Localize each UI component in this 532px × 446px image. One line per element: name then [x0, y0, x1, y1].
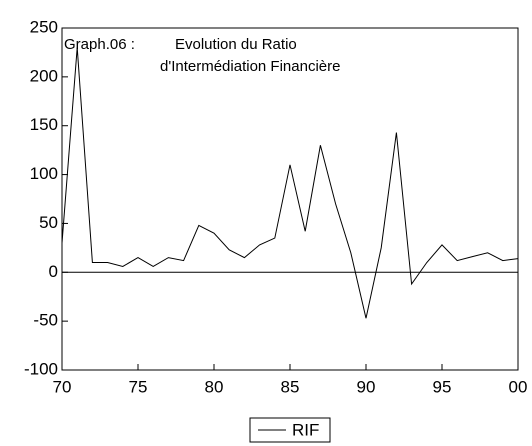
legend-label: RIF [292, 420, 319, 439]
y-tick-label: 0 [49, 262, 58, 281]
x-tick-label: 00 [509, 377, 528, 396]
x-tick-label: 95 [433, 377, 452, 396]
x-tick-label: 80 [205, 377, 224, 396]
chart-title: Graph.06 : [64, 36, 135, 53]
x-tick-label: 75 [129, 377, 148, 396]
y-tick-label: 150 [30, 115, 58, 134]
plot-frame [61, 27, 519, 371]
legend-box [249, 417, 331, 443]
x-tick-label: 70 [53, 377, 72, 396]
y-tick-label: -100 [24, 359, 58, 378]
y-tick-label: 100 [30, 164, 58, 183]
x-tick-label: 85 [281, 377, 300, 396]
y-tick-label: 50 [39, 213, 58, 232]
x-tick-label: 90 [357, 377, 376, 396]
chart-title-line: Evolution du Ratio [175, 36, 297, 53]
chart-title-line: d'Intermédiation Financière [160, 58, 340, 75]
y-tick-label: 200 [30, 66, 58, 85]
y-tick-label: -50 [33, 311, 58, 330]
data-line [61, 47, 519, 319]
y-tick-label: 250 [30, 17, 58, 36]
